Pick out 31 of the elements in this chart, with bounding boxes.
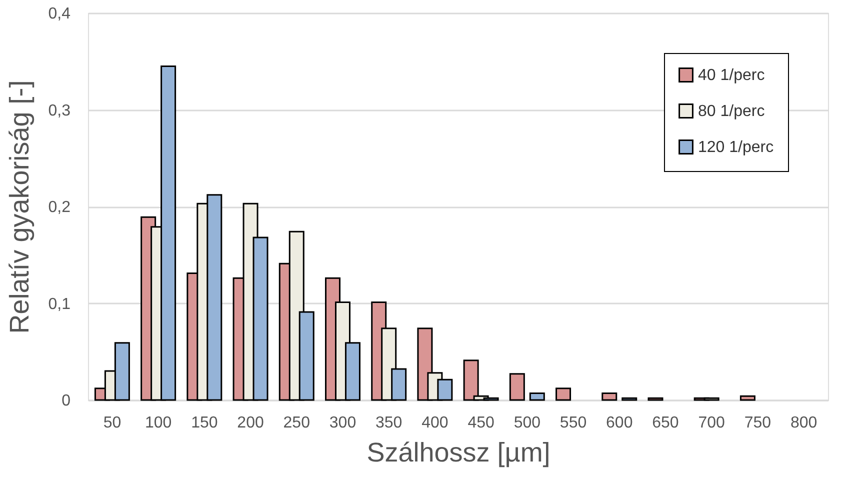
bar <box>602 392 618 401</box>
x-tick-label: 400 <box>422 414 448 432</box>
x-tick-label: 500 <box>514 414 541 432</box>
x-tick-label: 250 <box>283 414 310 432</box>
y-axis-title: Relatív gyakoriság [-] <box>4 80 34 334</box>
x-tick-label: 450 <box>468 414 494 432</box>
y-tick-label: 0 <box>62 392 71 410</box>
bar <box>740 395 756 401</box>
bar <box>529 392 545 401</box>
bar <box>509 373 525 401</box>
x-tick-label: 350 <box>375 414 402 432</box>
x-tick-label: 550 <box>560 414 587 432</box>
legend-label: 120 1/perc <box>698 139 774 156</box>
x-tick-label: 750 <box>744 414 772 432</box>
x-tick-label: 50 <box>103 414 122 432</box>
x-tick-label: 200 <box>237 414 264 432</box>
y-tick-label: 0,3 <box>48 102 71 120</box>
x-tick-label: 600 <box>606 414 633 432</box>
y-tick-label: 0,4 <box>48 6 71 22</box>
x-tick-label: 650 <box>652 414 679 432</box>
legend-label: 40 1/perc <box>698 67 765 84</box>
bar <box>556 388 572 401</box>
y-tick-label: 0,2 <box>48 199 71 216</box>
legend-label: 80 1/perc <box>698 103 765 120</box>
x-tick-label: 100 <box>144 414 172 432</box>
x-tick-label: 300 <box>329 414 356 432</box>
x-tick-label: 700 <box>698 414 726 432</box>
x-tick-label: 800 <box>790 414 818 432</box>
x-axis-title: Szálhossz [µm] <box>366 438 550 468</box>
y-tick-label: 0,1 <box>48 296 71 313</box>
x-tick-label: 150 <box>191 414 218 432</box>
